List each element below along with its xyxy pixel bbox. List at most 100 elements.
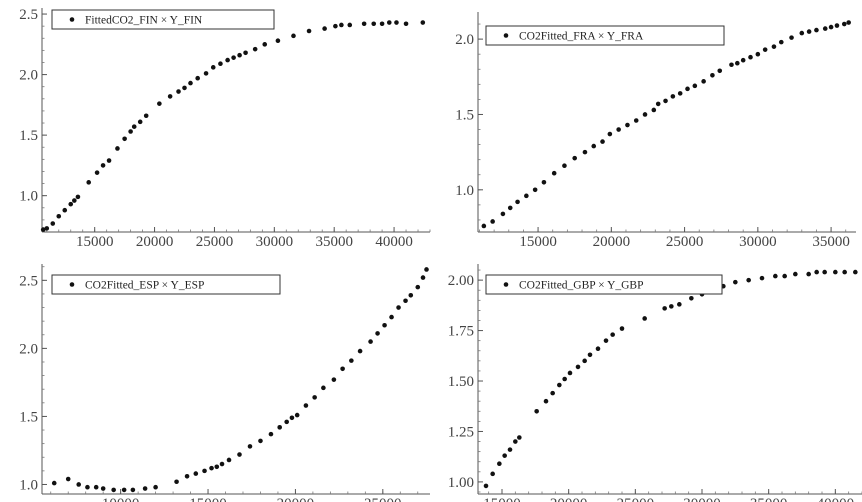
data-point [853,269,858,275]
legend-marker [503,33,509,38]
data-point [610,332,615,337]
data-point [619,326,625,331]
legend-box [51,9,275,30]
data-point [231,55,236,60]
x-tick-label: 25000 [666,234,704,250]
data-point [562,376,567,382]
data-point [701,79,706,84]
data-point [258,438,263,444]
data-point [642,316,647,321]
data-point [294,412,300,418]
x-tick-label: 15000 [189,496,227,502]
legend-label: CO2Fitted_GBP × Y_GBP [519,280,644,292]
data-point [122,136,127,142]
data-point [184,474,190,479]
data-point [600,139,605,144]
data-point [651,107,657,113]
data-point [312,395,317,400]
x-tick-label: 20000 [550,496,588,502]
x-tick-label: 30000 [683,496,721,502]
y-tick-label: 2.0 [455,32,474,48]
data-point [209,465,214,471]
data-point [582,358,587,364]
y-tick-label: 2.5 [19,273,38,289]
x-tick-label: 35000 [315,234,353,250]
data-point [277,425,282,430]
data-point [210,65,216,70]
data-point [203,71,209,76]
legend-box [485,25,725,46]
data-point [799,30,805,36]
data-point [65,476,71,482]
data-point [517,435,522,440]
data-point [759,275,765,281]
data-point [408,293,414,298]
y-tick-label: 1.5 [19,409,38,425]
data-point [262,42,268,47]
data-point [562,163,567,168]
legend-box [485,274,723,295]
data-point [111,487,116,493]
data-point [195,75,200,81]
data-point [846,20,851,25]
data-point [591,143,597,149]
data-point [368,339,373,344]
data-point [128,129,133,134]
x-tick-label: 15000 [519,234,557,250]
data-point [68,201,74,207]
data-point [655,101,661,107]
data-point [76,482,82,487]
data-point [157,101,162,106]
data-point [677,302,682,307]
data-point [340,366,345,372]
data-point [532,187,538,193]
data-point [237,452,242,457]
data-point [379,21,385,27]
data-point [841,21,847,27]
data-point [595,346,601,352]
data-point [51,480,57,486]
data-point [762,47,768,52]
data-point [321,385,326,391]
data-point [748,54,753,60]
legend: CO2Fitted_ESP × Y_ESP [51,274,281,295]
y-tick-label: 1.50 [448,374,474,390]
data-point [541,179,547,185]
data-point [420,275,426,280]
data-point [642,112,648,117]
data-point [490,219,495,224]
data-point [607,131,613,137]
x-tick-label: 35000 [750,496,788,502]
data-point [137,119,143,125]
data-point [543,398,549,404]
x-tick-label: 10000 [102,496,140,502]
data-point [740,57,746,63]
data-point [142,486,148,491]
y-tick-label: 1.00 [448,475,474,491]
data-point [247,444,253,449]
data-point [284,419,289,425]
data-point [755,51,761,57]
data-point [237,52,242,58]
data-point [131,124,137,129]
data-point [692,83,698,89]
data-point [746,277,751,283]
data-point [291,33,296,39]
legend: CO2Fitted_FRA × Y_FRA [485,25,725,46]
data-point [677,91,683,96]
data-point [94,170,100,175]
data-point [214,464,220,470]
data-point [182,85,187,91]
data-point [176,89,181,94]
y-tick-label: 1.5 [19,128,38,144]
data-point [524,193,529,199]
panel-gbp: 15000 20000 25000 30000 35000 40000 1.00 1.25 1.… [448,264,862,502]
x-tick-label: 40000 [817,496,855,502]
x-tick-label: 25000 [617,496,655,502]
data-point [202,468,207,474]
data-point [735,60,740,66]
y-tick-label: 1.5 [455,107,474,123]
data-point [778,39,784,45]
data-point [771,44,777,49]
data-point [616,127,621,132]
